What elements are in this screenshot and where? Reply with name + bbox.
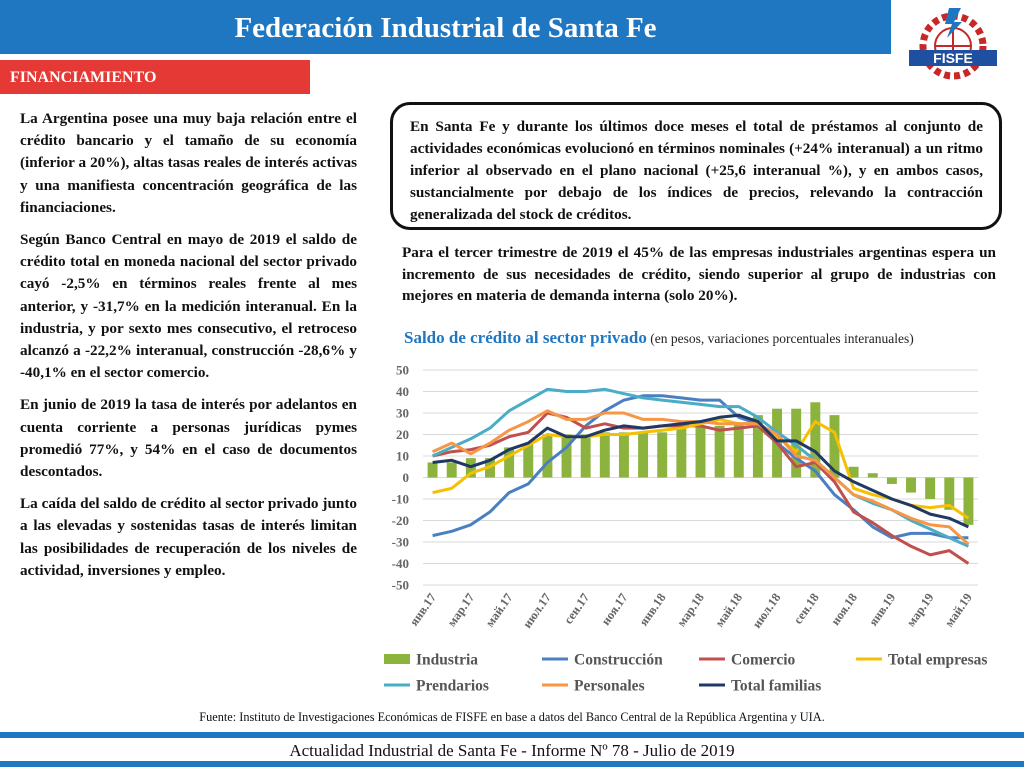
y-tick-label: 30 — [396, 406, 409, 421]
legend-label: Total empresas — [888, 652, 987, 669]
footer-text: Actualidad Industrial de Santa Fe - Info… — [289, 741, 735, 760]
y-tick-label: -10 — [392, 492, 409, 507]
bar-industria — [829, 415, 840, 478]
header-bar — [0, 0, 891, 54]
y-tick-label: 40 — [396, 384, 409, 399]
bar-industria — [638, 432, 649, 478]
y-tick-label: -40 — [392, 556, 409, 571]
legend-label: Industria — [416, 652, 478, 669]
x-tick-label: мар.18 — [674, 591, 707, 630]
bar-industria — [867, 473, 878, 478]
page-title: Federación Industrial de Santa Fe — [234, 12, 657, 44]
paragraph: En junio de 2019 la tasa de interés por … — [20, 396, 357, 481]
x-tick-label: июл.18 — [750, 591, 784, 631]
section-tag: FINANCIAMIENTO — [0, 60, 310, 94]
footer-bar — [0, 761, 1024, 767]
paragraph: La Argentina posee una muy baja relación… — [20, 110, 357, 216]
fisfe-logo: FISFE — [909, 8, 997, 80]
bar-industria — [676, 428, 687, 478]
y-tick-label: -30 — [392, 535, 409, 550]
series-line — [432, 413, 970, 529]
legend-label: Comercio — [731, 652, 796, 669]
series-line — [432, 417, 970, 520]
x-tick-label: ноя.18 — [828, 591, 860, 628]
callout-box: En Santa Fe y durante los últimos doce m… — [390, 102, 1002, 230]
y-tick-label: 20 — [396, 427, 409, 442]
chart-title-main: Saldo de crédito al sector privado — [404, 328, 647, 347]
bar-industria — [944, 477, 955, 510]
bar-industria — [714, 425, 725, 478]
bar-industria — [810, 402, 821, 478]
bar-industria — [695, 425, 706, 478]
x-tick-label: мар.17 — [444, 591, 477, 630]
y-tick-label: 10 — [396, 449, 409, 464]
bar-industria — [733, 423, 744, 478]
x-tick-label: ноя.17 — [599, 591, 631, 628]
x-tick-label: янв.17 — [407, 591, 439, 629]
logo-text: FISFE — [933, 50, 973, 66]
bar-industria — [446, 462, 457, 478]
legend-label: Prendarios — [416, 678, 489, 695]
x-tick-label: янв.19 — [866, 591, 898, 629]
legend-swatch — [384, 654, 410, 664]
bar-industria — [542, 434, 553, 478]
legend-label: Total familias — [731, 678, 821, 695]
bar-industria — [580, 434, 591, 478]
paragraph: Según Banco Central en mayo de 2019 el s… — [20, 231, 357, 382]
legend-label: Construcción — [574, 652, 663, 669]
industry-credit-paragraph: Para el tercer trimestre de 2019 el 45% … — [402, 244, 996, 304]
legend-label: Personales — [574, 678, 645, 695]
y-tick-label: -50 — [392, 578, 409, 593]
y-tick-label: 50 — [396, 363, 409, 378]
footer-divider — [0, 732, 1024, 738]
bar-industria — [504, 447, 515, 478]
x-tick-label: май.18 — [712, 591, 745, 630]
bar-industria — [599, 432, 610, 478]
y-tick-label: -20 — [392, 513, 409, 528]
bar-industria — [791, 408, 802, 478]
series-line — [432, 394, 969, 540]
callout-text: En Santa Fe y durante los últimos doce m… — [410, 118, 983, 223]
bar-industria — [561, 434, 572, 478]
bar-industria — [848, 466, 859, 478]
x-tick-label: сен.18 — [791, 591, 822, 627]
source-note: Fuente: Instituto de Investigaciones Eco… — [199, 710, 825, 724]
bar-industria — [523, 443, 534, 478]
bar-industria — [925, 477, 936, 499]
bar-industria — [618, 432, 629, 478]
left-column: La Argentina posee una muy baja relación… — [20, 108, 357, 592]
x-tick-label: сен.17 — [561, 591, 592, 627]
series-line — [432, 411, 970, 565]
chart-title: Saldo de crédito al sector privado (en p… — [404, 328, 1004, 348]
bar-industria — [752, 415, 763, 478]
x-tick-label: мар.19 — [904, 591, 937, 630]
bar-industria — [906, 477, 916, 493]
bar-industria — [963, 477, 974, 525]
x-tick-label: янв.18 — [636, 591, 668, 629]
bar-industria — [657, 432, 668, 478]
bar-industria — [886, 477, 897, 484]
y-tick-label: 0 — [403, 470, 410, 485]
x-tick-label: май.19 — [942, 591, 975, 630]
chart-title-sub: (en pesos, variaciones porcentuales inte… — [646, 331, 914, 346]
x-tick-label: июл.17 — [520, 591, 554, 631]
paragraph: La caída del saldo de crédito al sector … — [20, 495, 357, 579]
x-tick-label: май.17 — [483, 591, 516, 630]
bar-industria — [427, 462, 438, 478]
section-label: FINANCIAMIENTO — [10, 69, 157, 86]
lightning-icon — [945, 8, 962, 38]
